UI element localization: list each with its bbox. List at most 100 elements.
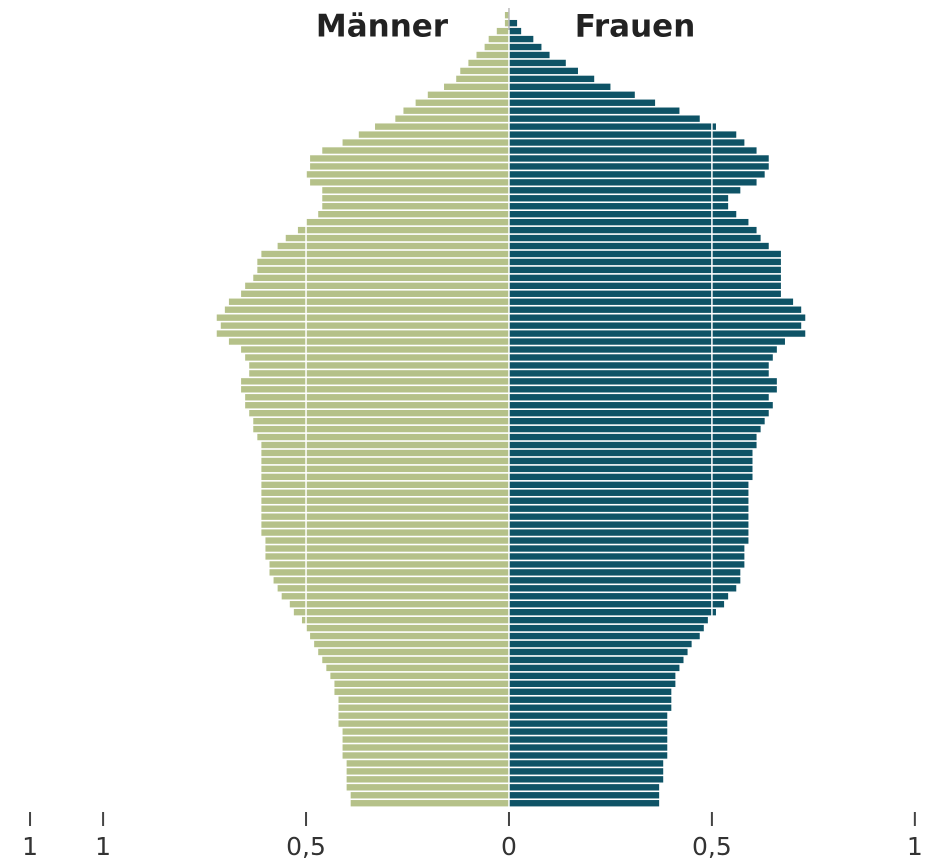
bar [508,59,566,67]
bar [508,402,773,409]
bar [508,712,668,719]
bar [306,218,509,226]
bar [508,354,773,361]
bar [269,569,509,576]
bar [508,569,741,576]
bar [508,672,676,680]
bar [265,553,509,560]
bar [508,521,749,528]
bar [508,449,753,457]
bar [508,648,688,656]
bar [508,298,794,305]
bar [273,577,509,584]
bar [508,624,704,632]
bar [508,433,757,441]
bar [322,147,509,154]
bar [508,107,680,114]
bar [508,680,676,688]
bar [224,306,509,313]
bar [508,27,522,35]
bar [342,139,509,146]
bar [261,465,509,473]
bar [310,179,509,186]
bar [508,537,749,544]
bar [508,473,753,481]
x-tick-label: 1 [22,832,38,861]
bar [346,760,509,767]
x-tick-label: 1 [95,832,111,861]
bar [301,616,509,624]
bar [508,768,664,775]
bar [508,195,729,202]
bar [508,744,668,751]
bar [220,322,509,329]
bar [334,688,509,695]
bar [338,720,509,727]
bar [277,585,509,592]
bar [306,171,509,178]
x-tick-label: 0 [501,832,517,861]
bar [253,425,509,433]
bar [322,656,509,664]
bar [277,242,509,250]
bar [342,736,509,743]
bar [508,163,769,170]
bar [508,553,745,560]
bar [261,441,509,449]
bar [508,211,737,218]
bar [508,776,664,783]
bar [508,386,777,393]
bar [508,75,595,83]
bar [508,123,716,130]
bar [241,346,509,353]
bar [261,497,509,504]
bar [253,417,509,425]
bar [508,242,769,250]
bar [281,593,509,600]
bar [508,67,578,75]
bar [338,704,509,711]
bar [261,505,509,512]
bar [245,354,509,361]
bar [508,656,684,664]
bar [496,27,509,35]
bar [318,648,509,656]
bar [508,115,700,122]
bar [508,465,753,473]
bar [342,744,509,751]
bar [508,226,757,234]
bar [508,250,781,258]
bar [257,266,509,274]
bar [261,457,509,465]
bar [241,378,509,385]
bar [508,203,729,210]
bar [508,529,749,536]
bar [508,51,550,59]
bar [330,672,509,680]
bar [338,696,509,703]
bar [310,155,509,162]
bar [504,12,509,19]
bar [245,394,509,401]
bar [245,282,509,290]
bar [508,489,749,496]
bar [508,338,785,345]
bar [508,800,660,807]
bar [508,187,741,194]
bar [346,784,509,791]
bar [468,59,509,67]
bar [508,234,761,242]
bar [257,433,509,441]
bar [508,346,777,353]
bar [508,330,806,337]
bar [508,43,542,51]
bar [249,362,509,369]
bar [310,632,509,640]
bar [261,529,509,536]
bar [350,800,509,807]
bar [253,274,509,282]
bar [241,386,509,393]
x-tick-label: 1 [907,832,923,861]
bar [403,107,509,114]
